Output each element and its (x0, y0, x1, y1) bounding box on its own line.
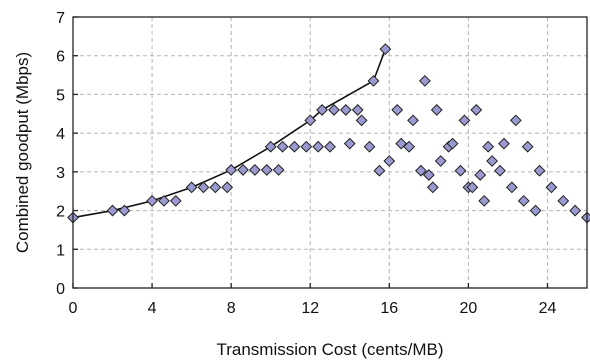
data-point (458, 114, 471, 127)
data-point (312, 140, 325, 153)
data-point (288, 140, 301, 153)
x-tick-label: 12 (301, 300, 319, 317)
data-point (505, 181, 518, 194)
y-tick-label: 1 (56, 242, 65, 259)
data-point (328, 104, 340, 116)
data-point (426, 181, 439, 194)
x-tick-label: 20 (459, 300, 477, 317)
data-point (415, 164, 427, 177)
data-point (454, 164, 467, 177)
x-tick-label: 24 (539, 300, 557, 317)
y-tick-label: 7 (56, 10, 65, 27)
data-point (225, 164, 238, 176)
data-point (363, 140, 376, 153)
data-point (146, 194, 158, 207)
data-point (209, 181, 222, 194)
y-tick-label: 4 (56, 126, 65, 143)
data-point (221, 181, 234, 194)
data-point (272, 164, 285, 176)
data-point (533, 164, 546, 177)
data-point (482, 140, 495, 153)
data-point (276, 140, 289, 153)
x-tick-label: 16 (380, 300, 398, 317)
data-point (474, 169, 487, 181)
data-point (407, 114, 419, 127)
data-point (521, 140, 534, 153)
x-tick-label: 4 (148, 300, 157, 317)
data-point (418, 74, 431, 87)
data-point (517, 194, 530, 207)
data-point (557, 194, 570, 207)
data-point (264, 140, 277, 153)
data-point (391, 104, 404, 116)
data-point (486, 155, 499, 167)
data-point (260, 164, 273, 176)
data-point (339, 104, 352, 116)
x-tick-label: 8 (227, 300, 236, 317)
data-point (430, 104, 443, 116)
data-point (248, 164, 261, 176)
data-point (446, 137, 459, 150)
frontier-line (72, 48, 387, 219)
data-point (351, 104, 364, 116)
data-point (106, 204, 119, 217)
data-point (355, 114, 368, 127)
data-point (343, 137, 356, 150)
data-point (403, 140, 415, 153)
data-point (569, 204, 582, 217)
data-point (466, 181, 479, 194)
data-point (545, 181, 558, 194)
grid-lines (73, 17, 587, 288)
data-point (169, 194, 182, 207)
data-point (237, 164, 249, 176)
data-point (383, 155, 396, 167)
data-point (300, 140, 313, 153)
x-axis-label: Transmission Cost (cents/MB) (216, 340, 443, 359)
data-point (470, 104, 483, 116)
plot-frame (72, 16, 588, 289)
data-point (158, 194, 170, 207)
data-point (581, 211, 590, 224)
data-point (316, 104, 328, 116)
data-point (185, 181, 198, 194)
data-point (529, 204, 542, 217)
data-point (367, 74, 380, 87)
data-point (395, 137, 408, 150)
data-point (434, 155, 447, 167)
data-point (373, 164, 386, 177)
data-point (509, 114, 522, 127)
data-point (118, 204, 131, 217)
y-tick-label: 0 (56, 281, 65, 298)
data-point (324, 140, 336, 153)
data-point (304, 114, 317, 127)
data-point (422, 169, 435, 181)
data-point (197, 181, 210, 194)
data-point (379, 43, 392, 56)
y-tick-label: 2 (56, 204, 65, 221)
x-tick-label: 0 (69, 300, 78, 317)
y-tick-label: 3 (56, 165, 65, 182)
data-point (494, 164, 506, 177)
y-tick-label: 6 (56, 49, 65, 66)
y-tick-label: 5 (56, 87, 65, 104)
data-point (498, 137, 510, 150)
data-point (478, 194, 491, 207)
y-axis-label: Combined goodput (Mbps) (13, 52, 32, 253)
frontier-layer (72, 48, 387, 219)
